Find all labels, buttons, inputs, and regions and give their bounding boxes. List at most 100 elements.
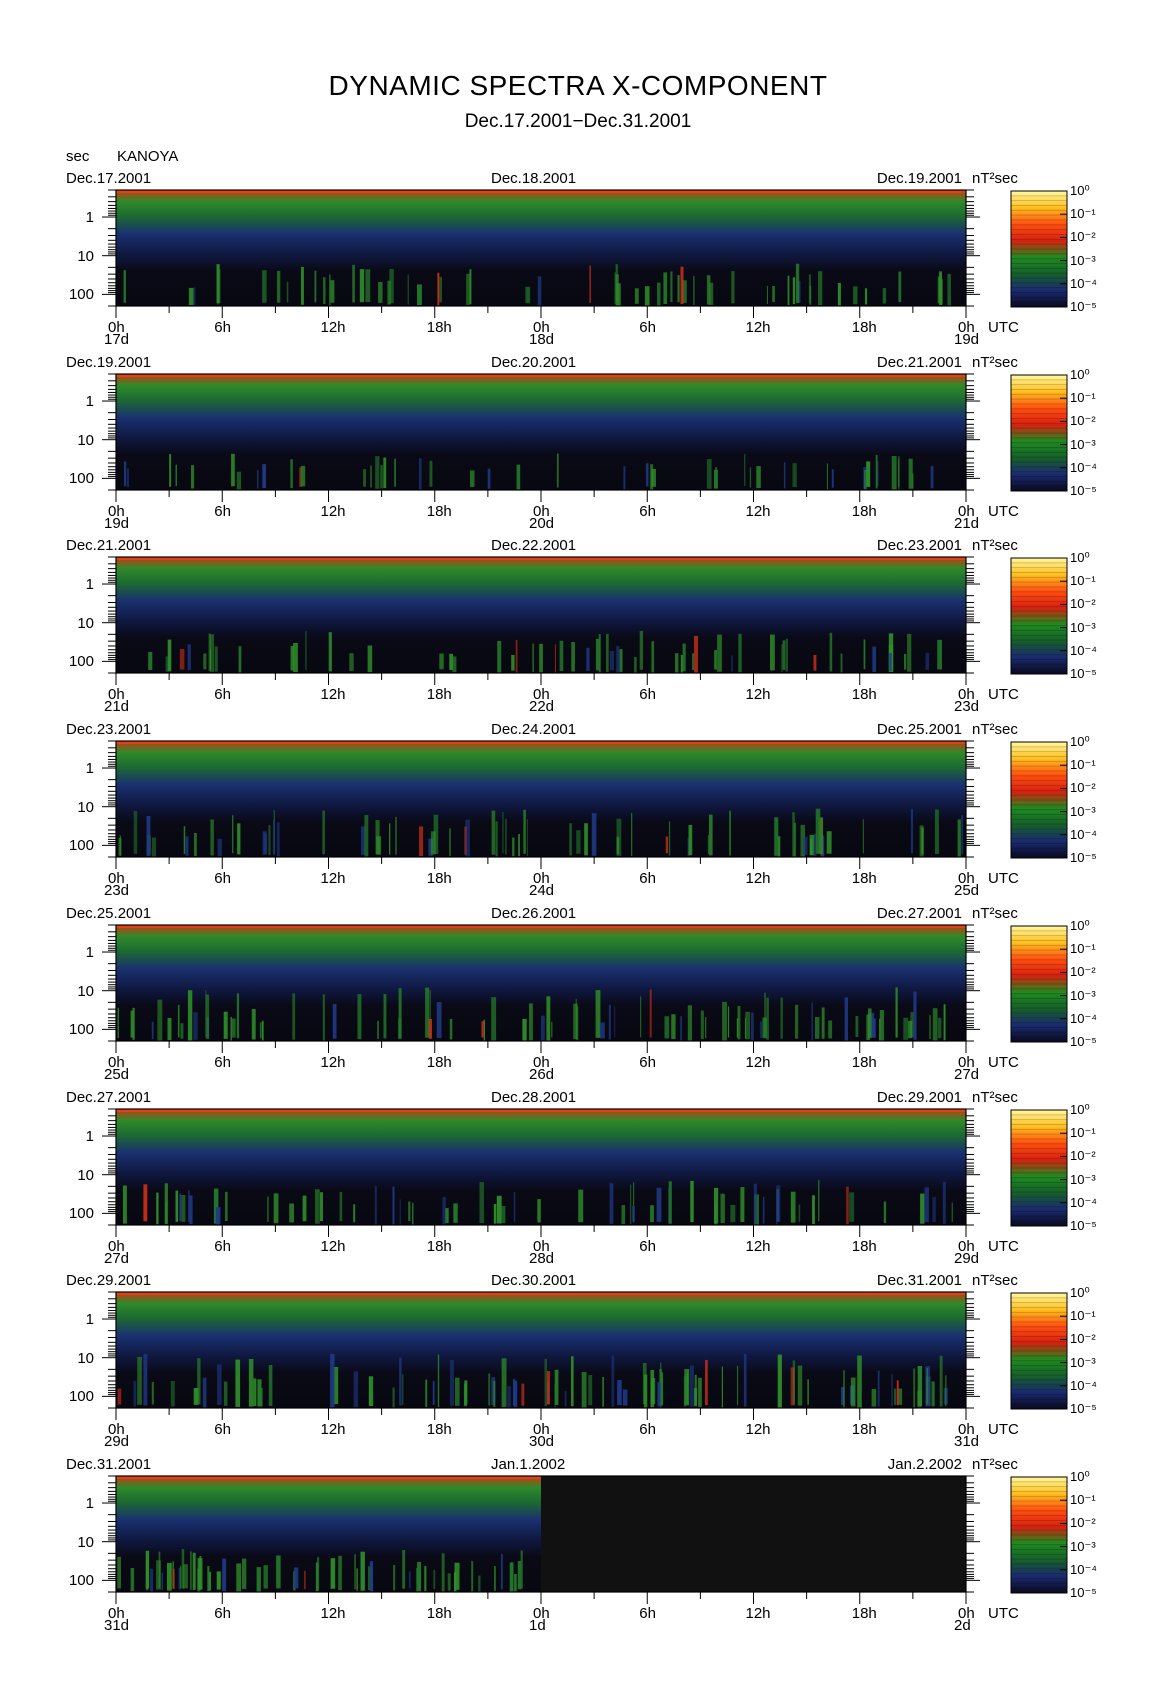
activity-streak: [677, 275, 680, 303]
x-tick-label: 12h: [320, 1238, 346, 1255]
activity-streak: [197, 1568, 200, 1592]
panel-start-date: Dec.21.2001: [66, 537, 152, 554]
activity-streak: [491, 810, 496, 855]
activity-streak: [437, 1354, 440, 1407]
activity-streak: [398, 1018, 402, 1040]
day-label: 31d: [104, 1617, 130, 1634]
colorbar-unit-label: nT²sec: [972, 1272, 1018, 1289]
colorbar-label: 10⁻⁴: [1070, 459, 1097, 475]
activity-streak: [190, 1551, 192, 1590]
colorbar-gradient: [1010, 1292, 1068, 1410]
activity-streak: [730, 1205, 736, 1223]
colorbar-label: 10⁻²: [1070, 1515, 1096, 1531]
activity-streak: [177, 1004, 180, 1038]
activity-streak: [931, 1381, 935, 1407]
colorbar-label: 10⁻¹: [1070, 573, 1096, 589]
activity-streak: [447, 1573, 451, 1591]
panel-start-date: Dec.27.2001: [66, 1089, 152, 1106]
activity-streak: [863, 639, 866, 670]
activity-streak: [167, 1562, 172, 1591]
short-period-band: [116, 1109, 966, 1112]
activity-streak: [263, 1565, 268, 1589]
activity-streak: [507, 1386, 511, 1408]
activity-streak: [793, 822, 796, 857]
colorbar-label: 10⁻¹: [1070, 1125, 1096, 1141]
x-tick-label: 0h: [108, 1054, 125, 1071]
day-label: 25d: [104, 1066, 130, 1083]
activity-streak: [743, 1353, 747, 1407]
colorbar-label: 10⁻²: [1070, 229, 1096, 245]
x-tick-label: 6h: [214, 870, 231, 887]
activity-streak: [850, 1377, 856, 1407]
activity-streak: [872, 646, 876, 672]
activity-streak: [780, 997, 783, 1039]
colorbar-label: 10⁻⁵: [1070, 1034, 1097, 1049]
x-tick-label: 12h: [320, 1054, 346, 1071]
colorbar-label: 10⁰: [1070, 183, 1090, 198]
activity-streak: [634, 657, 637, 673]
activity-streak: [493, 1204, 497, 1224]
activity-streak: [932, 1197, 936, 1222]
activity-streak: [879, 1018, 881, 1041]
no-data-region: [541, 1476, 966, 1592]
activity-streak: [208, 633, 211, 671]
activity-streak: [937, 1017, 942, 1039]
activity-streak: [378, 282, 383, 303]
activity-streak: [430, 831, 436, 855]
x-tick-label: 0h: [533, 870, 550, 887]
activity-streak: [616, 836, 620, 855]
activity-streak: [339, 1191, 343, 1222]
activity-streak: [924, 1187, 929, 1223]
x-tick-label: 6h: [214, 1238, 231, 1255]
activity-streak: [826, 463, 828, 490]
colorbar-unit-label: nT²sec: [972, 1089, 1018, 1106]
activity-streak: [352, 264, 355, 303]
activity-streak: [904, 653, 907, 670]
activity-streak: [392, 1186, 395, 1225]
activity-streak: [841, 1387, 845, 1406]
activity-streak: [717, 634, 722, 672]
colorbar-label: 10⁻¹: [1070, 1492, 1096, 1508]
colorbar-label: 10⁻¹: [1070, 941, 1096, 957]
activity-streak: [276, 1555, 281, 1589]
activity-streak: [330, 1353, 335, 1408]
colorbar-label: 10⁻⁴: [1070, 1194, 1097, 1210]
activity-streak: [943, 1004, 946, 1041]
activity-streak: [235, 1359, 241, 1407]
activity-streak: [219, 269, 221, 304]
y-tick-label: 100: [68, 653, 94, 671]
activity-streak: [546, 1371, 550, 1405]
x-tick-label: 6h: [214, 503, 231, 520]
activity-streak: [891, 1373, 893, 1407]
activity-streak: [631, 813, 633, 856]
activity-streak: [790, 1367, 795, 1406]
spectrogram-panel: [102, 1475, 980, 1604]
x-tick-label: 0h: [108, 503, 125, 520]
day-label: 29d: [104, 1433, 130, 1450]
x-tick-label: 18h: [426, 1421, 452, 1438]
colorbar-label: 10⁻²: [1070, 780, 1096, 796]
activity-streak: [502, 812, 504, 854]
activity-streak: [194, 833, 197, 856]
activity-streak: [199, 1555, 202, 1591]
colorbar-label: 10⁰: [1070, 367, 1090, 382]
activity-streak: [389, 823, 391, 855]
colorbar-label: 10⁻²: [1070, 1331, 1096, 1347]
short-period-band: [116, 1476, 541, 1479]
activity-streak: [882, 288, 887, 304]
activity-streak: [256, 469, 259, 489]
activity-streak: [651, 641, 655, 673]
activity-streak: [501, 1358, 507, 1407]
activity-streak: [493, 1380, 496, 1408]
activity-streak: [608, 1004, 611, 1040]
activity-streak: [429, 990, 431, 1040]
spectrogram-panel: [102, 556, 980, 685]
day-label: 29d: [954, 1250, 980, 1267]
x-tick-label: 12h: [320, 1605, 346, 1622]
activity-streak: [651, 468, 656, 487]
panel-mid-date: Dec.26.2001: [491, 905, 577, 922]
y-tick-label: 1: [85, 209, 94, 227]
activity-streak: [237, 823, 241, 855]
activity-streak: [632, 1205, 635, 1222]
activity-streak: [300, 465, 306, 487]
